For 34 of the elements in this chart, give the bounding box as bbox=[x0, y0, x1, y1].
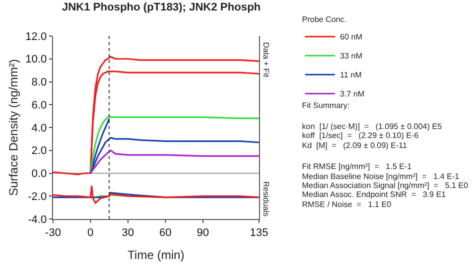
y-tick-label: 12.0 bbox=[25, 30, 47, 43]
text: koff [1/sec] = (2.29 ± 0.10) E-6 bbox=[302, 131, 420, 140]
text: Median Assoc. Endpoint SNR = 3.9 E1 bbox=[302, 190, 446, 199]
text: Kd [M] = (2.09 ± 0.09) E-11 bbox=[302, 141, 408, 150]
y-tick-label: 4.0 bbox=[32, 122, 47, 134]
text: Fit Summary: bbox=[302, 101, 350, 110]
text: kon [1/ (sec·M)] = (1.095 ± 0.004) E5 bbox=[302, 122, 442, 131]
legend-title: Probe Conc. bbox=[302, 15, 346, 24]
text: Data + Fit bbox=[261, 42, 270, 78]
text: RMSE / Noise = 1.1 E0 bbox=[302, 200, 392, 209]
x-tick-label: 135 bbox=[250, 227, 268, 240]
y-tick-label: 6.0 bbox=[32, 99, 47, 112]
legend-label: 11 nM bbox=[340, 70, 362, 80]
y-axis-title: Surface Density (ng/mm²) bbox=[6, 59, 21, 196]
legend-label: 33 nM bbox=[340, 52, 363, 61]
x-tick-label: 30 bbox=[122, 227, 134, 240]
y-tick-label: -4.0 bbox=[28, 214, 47, 226]
legend-label: 3.7 nM bbox=[340, 90, 365, 99]
y-tick-label: 2.0 bbox=[32, 145, 47, 158]
text: Fit RMSE [ng/mm²] = 1.5 E-1 bbox=[302, 162, 412, 171]
chart-title: JNK1 Phospho (pT183); JNK2 Phosph bbox=[62, 2, 261, 14]
text: Median Association Signal [ng/mm²] = 5.1 E0 bbox=[302, 181, 469, 190]
x-tick-label: 90 bbox=[196, 227, 209, 240]
x-tick-label: 0 bbox=[87, 227, 94, 240]
y-tick-label: 8.0 bbox=[32, 76, 47, 89]
y-tick-label: 10.0 bbox=[25, 54, 47, 66]
y-tick-label: -2.0 bbox=[28, 190, 47, 203]
y-tick-label: 0.0 bbox=[32, 168, 47, 180]
x-tick-label: 60 bbox=[159, 227, 172, 240]
text: Residuals bbox=[261, 181, 270, 217]
x-axis-title: Time (min) bbox=[128, 248, 184, 262]
legend-label: 60 nM bbox=[340, 32, 363, 42]
x-tick-label: -30 bbox=[45, 227, 61, 240]
text: Median Baseline Noise [ng/mm²] = 1.4 E-1 bbox=[302, 172, 460, 181]
